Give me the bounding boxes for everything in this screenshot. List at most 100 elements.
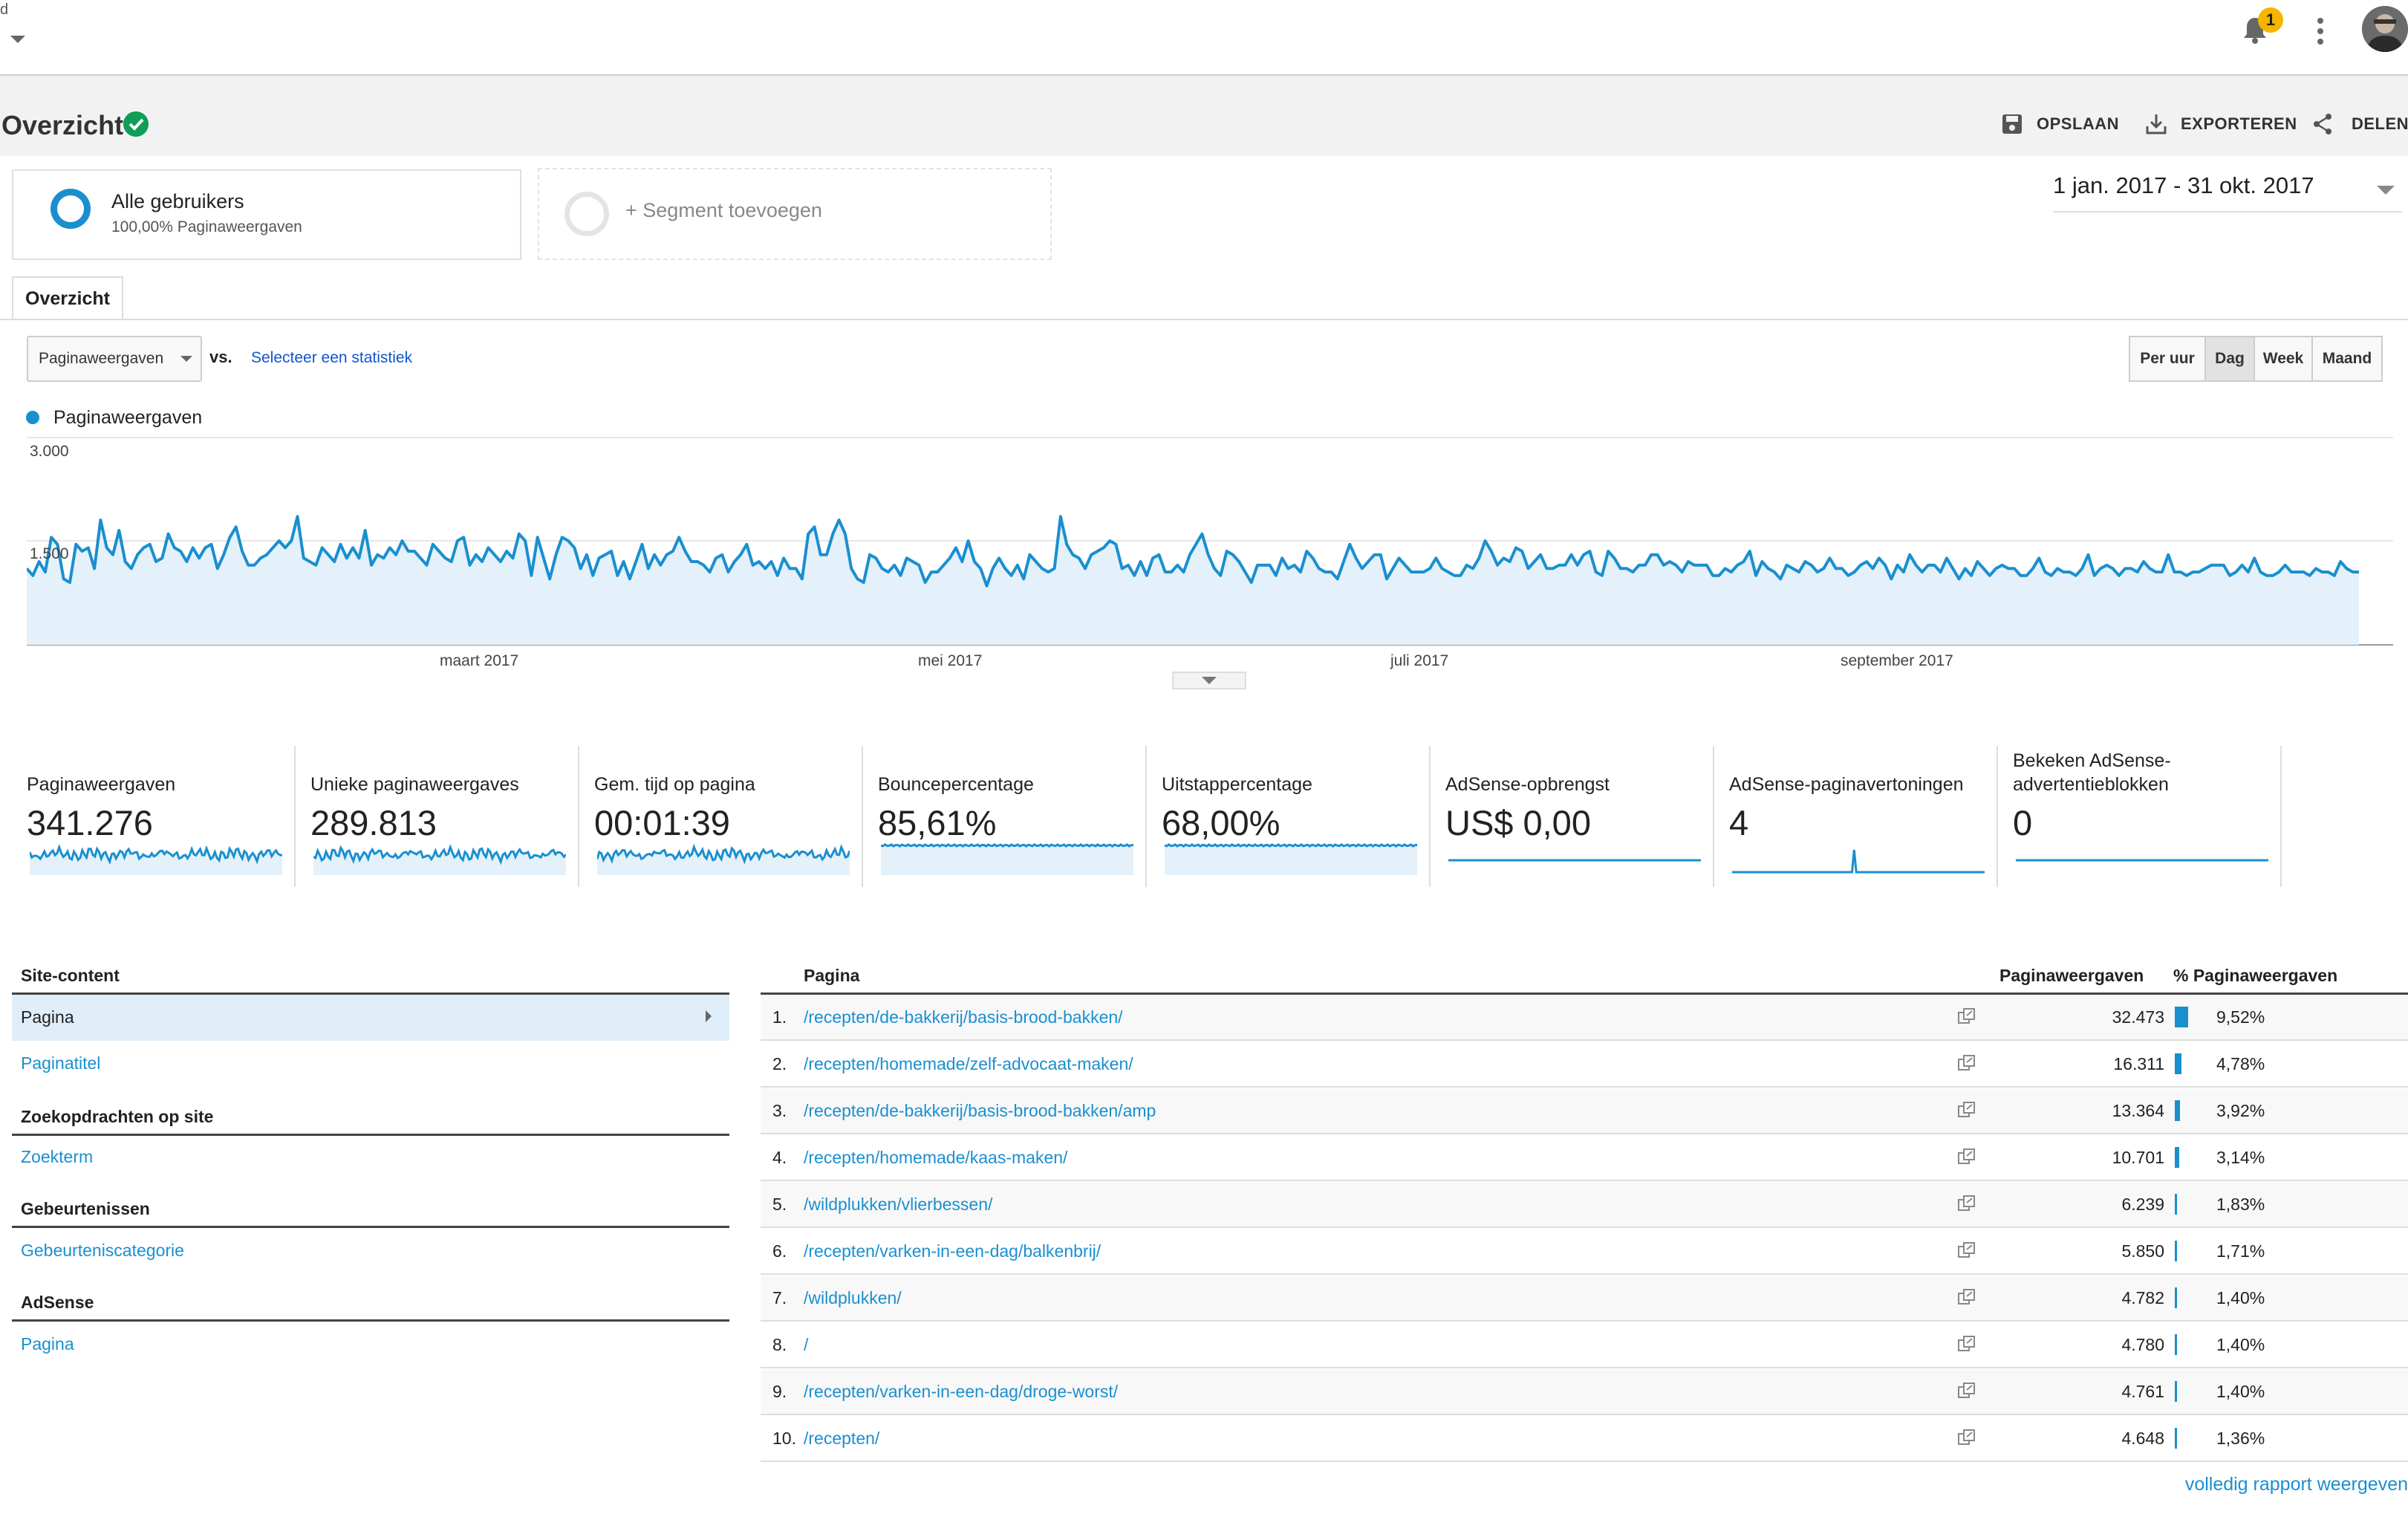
user-avatar[interactable]: [2362, 6, 2408, 52]
row-pageviews: 32.473: [2112, 1007, 2164, 1027]
row-rank: 5.: [772, 1195, 787, 1214]
full-report-link[interactable]: volledig rapport weergeven: [2184, 1474, 2408, 1495]
sparkline-line: [597, 843, 850, 865]
open-page-external-icon[interactable]: [1958, 1149, 1976, 1165]
row-rank: 3.: [772, 1101, 787, 1120]
row-page-link[interactable]: /recepten/de-bakkerij/basis-brood-bakken…: [804, 1101, 1156, 1120]
open-page-external-icon[interactable]: [1958, 1289, 1976, 1305]
explorer-item-adsense-pagina[interactable]: Pagina: [21, 1334, 74, 1354]
row-page-link[interactable]: /: [804, 1335, 809, 1354]
scorecard[interactable]: Paginaweergaven 341.276: [27, 746, 309, 888]
more-options-icon[interactable]: [2316, 16, 2325, 46]
column-header-pct-pageviews[interactable]: % Paginaweergaven: [2173, 966, 2338, 985]
table-row[interactable]: 1. /recepten/de-bakkerij/basis-brood-bakk…: [761, 995, 2408, 1041]
scorecard-sparkline: [2016, 859, 2268, 862]
table-row[interactable]: 8. / 4.780 1,40%: [761, 1322, 2408, 1368]
x-tick-label: maart 2017: [440, 652, 519, 669]
row-page-link[interactable]: /recepten/varken-in-een-dag/droge-worst/: [804, 1382, 1119, 1401]
save-icon[interactable]: [1999, 111, 2025, 137]
export-button[interactable]: EXPORTEREN: [2181, 114, 2297, 133]
row-rank: 2.: [772, 1054, 787, 1073]
row-page-link[interactable]: /wildplukken/vlierbessen/: [804, 1195, 993, 1214]
explorer-divider: [12, 1134, 729, 1136]
scorecard-sparkline: [1165, 842, 1417, 875]
tab-overview[interactable]: Overzicht: [12, 276, 123, 319]
share-icon[interactable]: [2310, 111, 2335, 137]
period-button-hourly[interactable]: Per uur: [2129, 336, 2206, 382]
scorecard-value: 341.276: [27, 803, 153, 842]
explorer-item-pagina[interactable]: Pagina: [21, 1007, 74, 1027]
column-header-page[interactable]: Pagina: [804, 966, 860, 985]
account-dropdown-icon[interactable]: [10, 36, 25, 43]
scorecard[interactable]: AdSense-paginavertoningen 4: [1729, 746, 2011, 888]
metric-select[interactable]: Paginaweergaven: [27, 336, 202, 382]
pageviews-line-chart[interactable]: [27, 437, 2393, 669]
open-page-external-icon[interactable]: [1958, 1195, 1976, 1212]
scorecard[interactable]: Bekeken AdSense-advertentieblokken 0: [2013, 746, 2295, 888]
chevron-down-icon[interactable]: [1202, 677, 1217, 684]
table-row[interactable]: 3. /recepten/de-bakkerij/basis-brood-bakk…: [761, 1088, 2408, 1134]
explorer-divider: [12, 1319, 729, 1322]
row-page-link[interactable]: /recepten/de-bakkerij/basis-brood-bakken…: [804, 1007, 1123, 1027]
explorer-selected-row[interactable]: [12, 995, 729, 1041]
row-page-link[interactable]: /recepten/homemade/zelf-advocaat-maken/: [804, 1054, 1133, 1073]
row-page-link[interactable]: /wildplukken/: [804, 1288, 902, 1307]
open-page-external-icon[interactable]: [1958, 1055, 1976, 1071]
vs-label: vs.: [209, 348, 232, 366]
y-tick-label: 3.000: [30, 443, 69, 460]
row-page-link[interactable]: /recepten/homemade/kaas-maken/: [804, 1148, 1068, 1167]
open-page-external-icon[interactable]: [1958, 1008, 1976, 1024]
segment-title: Alle gebruikers: [111, 190, 244, 212]
table-row[interactable]: 7. /wildplukken/4.782 1,40%: [761, 1276, 2408, 1322]
scorecard[interactable]: Unieke paginaweergaves 289.813: [310, 746, 593, 888]
chevron-down-icon[interactable]: [180, 356, 192, 362]
explorer-item-zoekterm[interactable]: Zoekterm: [21, 1147, 94, 1166]
add-segment-label[interactable]: + Segment toevoegen: [625, 199, 822, 221]
table-header-divider: [761, 992, 2408, 995]
column-header-pageviews[interactable]: Paginaweergaven: [1999, 966, 2144, 985]
add-segment-card[interactable]: [538, 168, 1052, 260]
scorecard-divider: [1997, 746, 1998, 887]
date-range-picker[interactable]: 1 jan. 2017 - 31 okt. 2017: [2053, 172, 2402, 212]
scorecard[interactable]: Bouncepercentage 85,61%: [878, 746, 1160, 888]
explorer-item-paginatitel[interactable]: Paginatitel: [21, 1053, 101, 1073]
row-rank: 1.: [772, 1007, 787, 1027]
period-button-month[interactable]: Maand: [2311, 336, 2383, 382]
row-pct-bar: [2175, 1007, 2189, 1027]
open-page-external-icon[interactable]: [1958, 1242, 1976, 1258]
date-range-dropdown-icon[interactable]: [2377, 186, 2395, 195]
row-pageviews: 16.311: [2113, 1054, 2164, 1073]
table-row[interactable]: 2. /recepten/homemade/zelf-advocaat-maken…: [761, 1042, 2408, 1088]
scorecard-divider: [1429, 746, 1431, 887]
table-row[interactable]: 10. /recepten/4.648 1,36%: [761, 1416, 2408, 1462]
account-selector-label[interactable]: d: [0, 1, 9, 18]
period-button-day[interactable]: Dag: [2204, 336, 2255, 382]
scorecard[interactable]: Gem. tijd op pagina 00:01:39: [594, 746, 876, 888]
share-button[interactable]: DELEN: [2352, 114, 2408, 133]
select-compare-metric-link[interactable]: Selecteer een statistiek: [251, 349, 413, 366]
open-page-external-icon[interactable]: [1958, 1336, 1976, 1352]
explorer-item-gebeurteniscategorie[interactable]: Gebeurteniscategorie: [21, 1241, 184, 1260]
table-row[interactable]: 6. /recepten/varken-in-een-dag/balkenbrij…: [761, 1229, 2408, 1275]
scorecard[interactable]: Uitstappercentage 68,00%: [1162, 746, 1444, 888]
table-row[interactable]: 5. /wildplukken/vlierbessen/6.239 1,83%: [761, 1182, 2408, 1228]
row-pct: 1,40%: [2216, 1382, 2265, 1401]
y-tick-label: 1.500: [30, 545, 69, 562]
segment-card-all-users[interactable]: [12, 169, 521, 260]
table-row[interactable]: 9. /recepten/varken-in-een-dag/droge-wors…: [761, 1369, 2408, 1415]
period-button-week[interactable]: Week: [2254, 336, 2313, 382]
open-page-external-icon[interactable]: [1958, 1383, 1976, 1399]
table-row[interactable]: 4. /recepten/homemade/kaas-maken/10.701 3,…: [761, 1135, 2408, 1181]
export-icon[interactable]: [2144, 111, 2169, 137]
row-pageviews: 10.701: [2112, 1148, 2164, 1167]
row-page-link[interactable]: /recepten/varken-in-een-dag/balkenbrij/: [804, 1241, 1102, 1261]
row-pct: 3,14%: [2216, 1148, 2265, 1167]
open-page-external-icon[interactable]: [1958, 1102, 1976, 1118]
row-page-link[interactable]: /recepten/: [804, 1429, 880, 1448]
scorecard[interactable]: AdSense-opbrengst US$ 0,00: [1445, 746, 1728, 888]
row-rank: 6.: [772, 1241, 787, 1261]
scorecard-value: 00:01:39: [594, 803, 730, 842]
save-button[interactable]: OPSLAAN: [2037, 114, 2120, 133]
open-page-external-icon[interactable]: [1958, 1429, 1976, 1446]
scorecard-value: 0: [2013, 803, 2033, 842]
